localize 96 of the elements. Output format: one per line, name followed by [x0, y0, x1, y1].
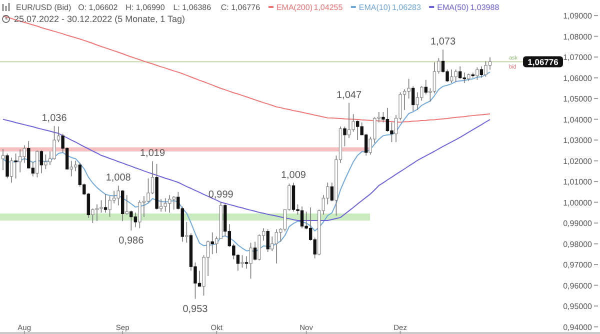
annotation: C: 1,06776: [220, 3, 261, 12]
annotation: 0,986: [118, 236, 144, 247]
y-tick-label: 1,00000: [563, 198, 593, 208]
candlestick: [386, 107, 390, 132]
candlestick: [407, 78, 410, 99]
candlestick: [253, 241, 257, 261]
candlestick: [249, 242, 252, 280]
candlestick: [454, 69, 458, 82]
text: 25.07.2022 - 30.12.2022 (5 Monate, 1 Tag): [14, 14, 185, 24]
y-tick-label: 1,03000: [563, 136, 593, 146]
candlestick: [480, 66, 484, 78]
candlestick: [6, 153, 9, 179]
candlestick: [300, 206, 304, 229]
candlestick: [244, 256, 248, 270]
y-tick-label: 1,07000: [563, 53, 593, 62]
candlestick: [108, 196, 112, 218]
candlestick: [343, 126, 346, 147]
annotation: 1,036: [42, 112, 68, 124]
annotation: 1,047: [336, 90, 362, 101]
candlestick: [104, 194, 108, 214]
candlestick: [146, 178, 150, 203]
annotation: 0,999: [208, 189, 234, 200]
annotation: L: 1,06386: [173, 3, 212, 12]
candlestick: [116, 185, 120, 206]
candlestick: [40, 150, 44, 174]
annotation: 1,06283: [392, 3, 422, 12]
candlestick: [476, 67, 479, 80]
legend-label: EMA(200): [276, 3, 313, 12]
candlestick: [347, 102, 351, 138]
annotation: 1,04255: [314, 3, 344, 12]
y-tick-label: 1,05000: [563, 94, 593, 104]
y-tick-label: 1,06000: [563, 74, 593, 83]
candlestick: [450, 69, 454, 84]
candlestick: [22, 144, 26, 164]
annotation: H: 1,06990: [126, 3, 166, 12]
ref-line-label: 1,06776: [528, 57, 559, 68]
candlestick: [130, 210, 133, 231]
candlestick: [44, 154, 48, 170]
candlestick: [274, 228, 278, 264]
y-tick-label: 0,98000: [563, 240, 593, 249]
candlestick: [420, 86, 424, 102]
candlestick: [52, 126, 56, 160]
candlestick: [164, 198, 167, 212]
annotation: 1,009: [280, 170, 306, 181]
candlestick: [270, 236, 274, 252]
candlestick: [292, 182, 296, 212]
y-tick-label: 0,96000: [563, 281, 593, 290]
candlestick: [412, 86, 415, 112]
candlestick: [138, 200, 142, 229]
legend-label: EMA(10): [358, 3, 391, 12]
y-tick-label: 0,95000: [563, 302, 593, 312]
annotation: 0,953: [182, 304, 208, 315]
candlestick: [10, 157, 14, 183]
candlestick: [198, 270, 202, 287]
candlestick: [390, 122, 394, 143]
candlestick: [266, 228, 270, 252]
y-tick-label: 1,01000: [563, 178, 593, 187]
candlestick: [356, 120, 360, 140]
candlestick: [159, 198, 163, 212]
y-tick-label: 1,09000: [563, 12, 593, 21]
annotation: 1,019: [140, 148, 166, 160]
y-tick-label: 1,02000: [563, 156, 593, 166]
candlestick: [125, 194, 128, 216]
annotation: O: 1,06602: [78, 3, 118, 12]
candlestick: [91, 208, 94, 224]
candlestick: [432, 62, 436, 94]
candlestick: [240, 254, 244, 268]
y-tick-label: 1,04000: [563, 115, 593, 124]
annotation: 1,073: [430, 36, 456, 48]
candlestick: [14, 153, 18, 179]
candlestick: [484, 60, 488, 78]
y-tick-label: 0,97000: [563, 260, 593, 270]
candlestick: [95, 204, 99, 222]
y-tick-label: 0,99000: [563, 219, 593, 228]
candlestick: [258, 234, 261, 261]
y-tick-label: 1,08000: [563, 32, 593, 42]
legend-label: EMA(50): [437, 3, 470, 12]
y-tick-label: 0,94000: [563, 322, 593, 332]
candlestick: [36, 150, 39, 178]
candlestick: [185, 222, 188, 244]
candlestick: [70, 160, 73, 177]
candlestick: [462, 72, 466, 84]
candlestick: [121, 190, 124, 222]
candlestick: [172, 196, 176, 210]
candlestick: [458, 66, 462, 80]
candlestick: [100, 200, 103, 214]
candlestick: [424, 79, 428, 95]
annotation: 1,008: [106, 172, 132, 184]
candlestick: [352, 114, 355, 132]
candlestick: [210, 232, 214, 255]
chart-title: EUR/USD (Bid): [16, 3, 72, 12]
candlestick: [471, 72, 475, 78]
candlestick: [18, 148, 22, 173]
annotation: 1,03988: [470, 3, 500, 12]
candlestick: [134, 212, 138, 228]
candlestick: [330, 182, 334, 202]
